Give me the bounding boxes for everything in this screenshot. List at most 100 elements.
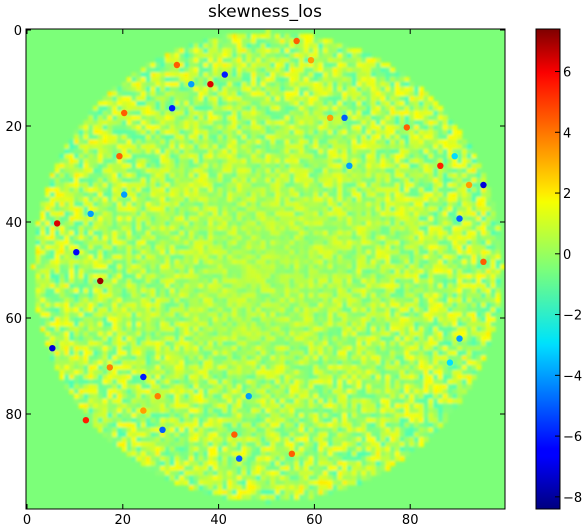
heatmap-cell bbox=[303, 129, 310, 135]
heatmap-cell bbox=[356, 259, 362, 265]
heatmap-cell bbox=[346, 307, 353, 313]
heatmap-cell bbox=[366, 273, 372, 279]
heatmap-cell bbox=[380, 230, 386, 236]
heatmap-cell bbox=[174, 216, 180, 222]
heatmap-cell bbox=[241, 192, 247, 198]
heatmap-cell bbox=[145, 77, 151, 83]
heatmap-cell bbox=[227, 125, 233, 131]
heatmap-cell bbox=[69, 144, 75, 150]
heatmap-cell bbox=[88, 230, 94, 236]
heatmap-cell bbox=[160, 168, 166, 174]
heatmap-cell bbox=[270, 206, 276, 212]
heatmap-cell bbox=[160, 312, 166, 318]
heatmap-cell bbox=[241, 110, 247, 116]
heatmap-cell bbox=[164, 77, 171, 83]
heatmap-cell bbox=[251, 259, 257, 265]
heatmap-cell bbox=[351, 129, 357, 135]
heatmap-cell bbox=[102, 110, 108, 116]
heatmap-cell bbox=[145, 187, 151, 193]
heatmap-cell bbox=[169, 101, 175, 107]
heatmap-cell bbox=[270, 77, 276, 83]
heatmap-cell bbox=[366, 110, 372, 116]
heatmap-cell bbox=[294, 197, 300, 203]
heatmap-cell bbox=[442, 153, 448, 159]
heatmap-cell bbox=[366, 197, 372, 203]
heatmap-cell bbox=[150, 317, 156, 323]
heatmap-cell bbox=[203, 211, 209, 217]
heatmap-cell bbox=[184, 182, 190, 188]
heatmap-cell bbox=[117, 177, 123, 183]
heatmap-cell bbox=[174, 53, 180, 59]
heatmap-cell bbox=[351, 269, 357, 275]
heatmap-cell bbox=[236, 321, 242, 327]
heatmap-cell bbox=[126, 81, 132, 87]
heatmap-cell bbox=[49, 317, 56, 323]
heatmap-cell bbox=[366, 153, 372, 159]
heatmap-cell bbox=[78, 307, 84, 313]
heatmap-cell bbox=[97, 187, 104, 193]
heatmap-cell bbox=[97, 317, 104, 323]
heatmap-cell bbox=[227, 240, 233, 246]
heatmap-cell bbox=[370, 297, 377, 303]
heatmap-cell bbox=[265, 240, 271, 246]
heatmap-cell bbox=[394, 72, 401, 78]
heatmap-cell bbox=[174, 230, 180, 236]
heatmap-cell bbox=[107, 158, 113, 164]
heatmap-cell bbox=[222, 38, 228, 44]
heatmap-cell bbox=[366, 293, 372, 299]
heatmap-cell bbox=[428, 182, 434, 188]
heatmap-cell bbox=[370, 173, 377, 179]
heatmap-cell bbox=[59, 240, 65, 246]
heatmap-cell bbox=[327, 86, 333, 92]
heatmap-cell bbox=[78, 125, 84, 131]
heatmap-cell bbox=[356, 48, 362, 54]
heatmap-cell bbox=[88, 153, 94, 159]
heatmap-cell bbox=[327, 192, 333, 198]
heatmap-cell bbox=[279, 158, 286, 164]
heatmap-cell bbox=[481, 293, 487, 299]
heatmap-cell bbox=[279, 230, 286, 236]
heatmap-cell bbox=[217, 139, 223, 145]
heatmap-cell bbox=[394, 206, 401, 212]
heatmap-cell bbox=[466, 230, 472, 236]
heatmap-cell bbox=[394, 245, 401, 251]
heatmap-cell bbox=[322, 182, 329, 188]
heatmap-cell bbox=[390, 96, 396, 102]
heatmap-cell bbox=[169, 235, 175, 241]
heatmap-cell bbox=[404, 201, 410, 207]
heatmap-cell bbox=[251, 163, 257, 169]
heatmap-cell bbox=[346, 206, 353, 212]
heatmap-cell bbox=[121, 120, 127, 126]
heatmap-cell bbox=[299, 302, 305, 308]
heatmap-cell bbox=[169, 197, 175, 203]
heatmap-cell bbox=[73, 283, 80, 289]
heatmap-cell bbox=[255, 77, 262, 83]
heatmap-cell bbox=[289, 307, 295, 313]
heatmap-cell bbox=[93, 110, 99, 116]
heatmap-cell bbox=[385, 235, 391, 241]
heatmap-cell bbox=[289, 259, 295, 265]
heatmap-cell bbox=[399, 321, 405, 327]
heatmap-cell bbox=[265, 101, 271, 107]
heatmap-cell bbox=[121, 182, 127, 188]
heatmap-cell bbox=[179, 48, 185, 54]
heatmap-cell bbox=[179, 91, 185, 97]
heatmap-cell bbox=[385, 77, 391, 83]
heatmap-cell bbox=[299, 149, 305, 155]
heatmap-cell bbox=[418, 307, 424, 313]
heatmap-cell bbox=[140, 173, 147, 179]
heatmap-cell bbox=[255, 67, 262, 73]
heatmap-cell bbox=[428, 307, 434, 313]
heatmap-cell bbox=[164, 225, 171, 231]
heatmap-cell bbox=[318, 283, 324, 289]
heatmap-cell bbox=[409, 192, 415, 198]
heatmap-cell bbox=[255, 312, 262, 318]
heatmap-cell bbox=[179, 144, 185, 150]
heatmap-cell bbox=[150, 105, 156, 111]
heatmap-cell bbox=[227, 235, 233, 241]
heatmap-cell bbox=[121, 288, 127, 294]
heatmap-cell bbox=[169, 254, 175, 260]
heatmap-cell bbox=[203, 86, 209, 92]
heatmap-cell bbox=[184, 206, 190, 212]
chart-title: skewness_los bbox=[208, 2, 322, 22]
